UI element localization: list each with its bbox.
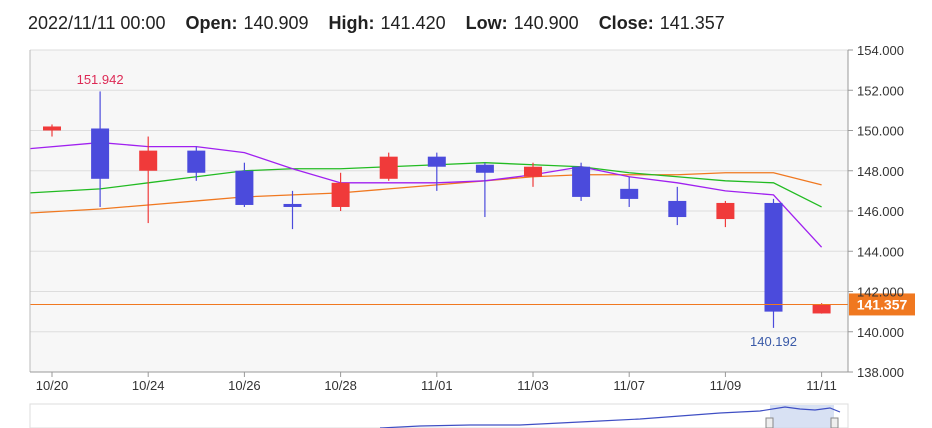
candle-body xyxy=(139,150,158,171)
high-value: 141.420 xyxy=(380,13,446,33)
y-tick-label: 152.000 xyxy=(857,83,904,98)
candle-body xyxy=(524,166,542,177)
candle[interactable] xyxy=(331,172,350,211)
y-tick-label: 148.000 xyxy=(857,164,904,179)
candle[interactable] xyxy=(524,162,542,187)
candle[interactable] xyxy=(379,152,398,181)
open-value: 140.909 xyxy=(243,13,309,33)
candle[interactable] xyxy=(235,162,254,207)
navigator-background xyxy=(29,403,849,428)
candle[interactable] xyxy=(91,91,110,207)
navigator-handle-right[interactable] xyxy=(830,417,839,428)
candle[interactable] xyxy=(187,146,206,181)
candle[interactable] xyxy=(427,152,446,191)
candle[interactable] xyxy=(572,162,591,201)
candle[interactable] xyxy=(283,190,302,230)
high-label: High: xyxy=(328,13,375,33)
max-price-label: 151.942 xyxy=(77,72,124,87)
candle[interactable] xyxy=(139,136,158,224)
overlay: 141.357 151.942 140.192 xyxy=(30,72,915,349)
navigator[interactable] xyxy=(29,403,849,428)
x-tick-label: 10/24 xyxy=(132,378,165,393)
x-axis: 10/20 10/24 10/26 10/28 11/01 11/03 11/07 11/09… xyxy=(36,372,837,393)
x-tick-label: 10/26 xyxy=(228,378,261,393)
header-datetime: 2022/11/11 00:00 xyxy=(28,13,166,33)
y-tick-label: 138.000 xyxy=(857,365,904,380)
candle-body xyxy=(427,156,446,167)
candle-body xyxy=(668,200,687,218)
y-tick-label: 142.000 xyxy=(857,285,904,300)
grid xyxy=(30,49,848,333)
min-price-label: 140.192 xyxy=(750,334,797,349)
candle-body xyxy=(812,304,831,314)
open-label: Open: xyxy=(185,13,238,33)
low-value: 140.900 xyxy=(513,13,579,33)
x-tick-label: 10/20 xyxy=(36,378,69,393)
candles[interactable] xyxy=(43,91,831,328)
candle-body xyxy=(572,166,591,197)
x-tick-label: 11/09 xyxy=(710,378,742,393)
candle-body xyxy=(620,188,639,199)
current-price-tag xyxy=(849,293,915,316)
candle[interactable] xyxy=(620,176,639,207)
candle[interactable] xyxy=(716,200,735,228)
x-tick-label: 11/11 xyxy=(806,378,837,393)
candle[interactable] xyxy=(764,198,783,328)
x-tick-label: 11/07 xyxy=(613,378,645,393)
candle[interactable] xyxy=(668,186,687,226)
close-label: Close: xyxy=(598,13,654,33)
candle[interactable] xyxy=(43,124,61,137)
navigator-series xyxy=(379,406,841,428)
y-tick-label: 144.000 xyxy=(857,244,904,259)
close-value: 141.357 xyxy=(659,13,725,33)
candle-body xyxy=(475,164,494,173)
candle-body xyxy=(43,126,61,131)
x-tick-label: 11/01 xyxy=(421,378,453,393)
current-price-label: 141.357 xyxy=(857,296,908,312)
y-axis: 154.000 152.000 150.000 148.000 146.000 144.0… xyxy=(848,43,904,380)
y-tick-label: 150.000 xyxy=(857,124,904,139)
candle-body xyxy=(235,170,254,205)
candle-body xyxy=(764,202,783,312)
navigator-selection[interactable] xyxy=(770,405,834,428)
y-tick-label: 154.000 xyxy=(857,43,904,58)
x-tick-label: 11/03 xyxy=(517,378,549,393)
ohlc-header: 2022/11/11 00:00 Open: 140.909 High: 141… xyxy=(28,13,725,37)
candle[interactable] xyxy=(475,162,494,218)
x-tick-label: 10/28 xyxy=(324,378,357,393)
candle-body xyxy=(91,128,110,179)
candle-body xyxy=(379,156,398,179)
candle-body xyxy=(331,182,350,207)
candle-body xyxy=(283,203,302,207)
candle-body xyxy=(187,150,206,173)
low-label: Low: xyxy=(465,13,508,33)
y-tick-label: 146.000 xyxy=(857,204,904,219)
y-tick-label: 140.000 xyxy=(857,325,904,340)
navigator-handle-left[interactable] xyxy=(765,417,774,428)
candle-body xyxy=(716,202,735,220)
